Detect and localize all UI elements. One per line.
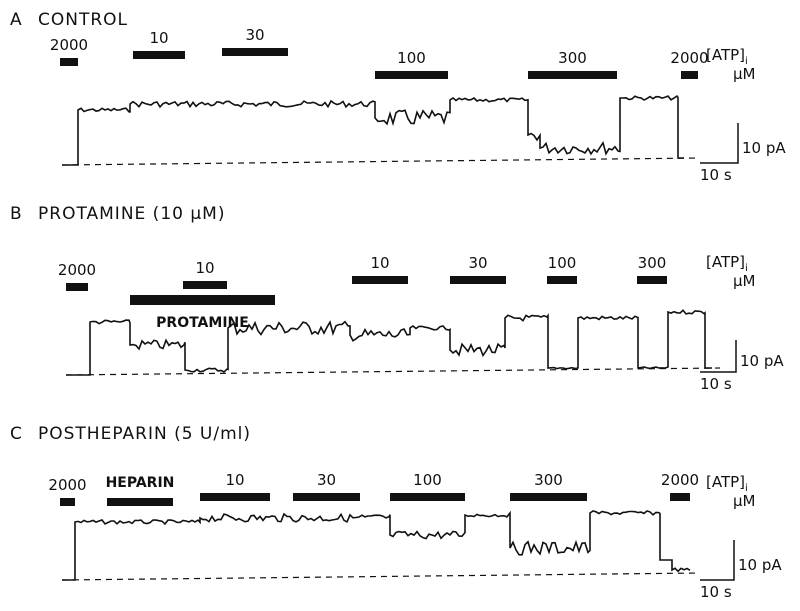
bar [375, 71, 448, 79]
bar [547, 276, 577, 284]
bar-label: 10 [225, 471, 244, 489]
conc-label: [ATP]i [706, 46, 748, 67]
bar [66, 283, 88, 291]
baseline [61, 157, 701, 166]
bar-label: 100 [413, 471, 442, 489]
conc: [ATP] [706, 473, 745, 491]
bar-label: 300 [558, 49, 587, 67]
conc: [ATP] [706, 46, 745, 64]
bar-label: 300 [638, 254, 667, 272]
bar [293, 493, 360, 501]
scale-bar [700, 340, 737, 373]
bar-label: 2000 [661, 471, 699, 489]
scale-current: 10 pA [738, 556, 782, 574]
drug-label: PROTAMINE [156, 315, 249, 331]
conc-unit: μM [733, 492, 756, 510]
bar-label: 2000 [58, 261, 96, 279]
bar-label: 30 [317, 471, 336, 489]
bar-label: 10 [370, 254, 389, 272]
panel-letter: C [10, 424, 23, 444]
conc-unit: μM [733, 272, 756, 290]
current-trace [62, 510, 691, 581]
bar-label: 2000 [48, 476, 86, 494]
scale-current: 10 pA [740, 352, 784, 370]
scale-time: 10 s [700, 166, 732, 184]
bar [133, 51, 185, 59]
bar-label: 10 [195, 259, 214, 277]
bar [390, 493, 465, 501]
bar-label: 2000 [670, 49, 708, 67]
conc-sub: i [745, 263, 748, 274]
bar-label: 100 [397, 49, 426, 67]
bar-label: 30 [245, 26, 264, 44]
panel-title: CONTROL [38, 10, 128, 30]
conc-sub: i [745, 56, 748, 67]
panel-letter: B [10, 204, 23, 224]
panel-title: PROTAMINE (10 μM) [38, 204, 225, 224]
bar-label: 10 [149, 29, 168, 47]
bar-label: 100 [548, 254, 577, 272]
baseline [65, 367, 721, 376]
bar-label: 300 [534, 471, 563, 489]
scale-time: 10 s [700, 583, 732, 601]
conc-sub: i [745, 483, 748, 494]
conc-label: [ATP]i [706, 473, 748, 494]
bar [510, 493, 587, 501]
scale-current: 10 pA [742, 139, 786, 157]
bar-label: 30 [468, 254, 487, 272]
bar [450, 276, 506, 284]
baseline [61, 572, 701, 581]
scale-time: 10 s [700, 375, 732, 393]
bar [637, 276, 667, 284]
bar [670, 493, 690, 501]
bar [681, 71, 698, 79]
bar-label: 2000 [50, 36, 88, 54]
scale-bar [700, 540, 735, 581]
scale-bar [700, 123, 739, 164]
bar [352, 276, 408, 284]
bar [183, 281, 227, 289]
panel-title: POSTHEPARIN (5 U/ml) [38, 424, 251, 444]
bar [60, 498, 75, 506]
current-trace [66, 309, 712, 376]
drug-label: HEPARIN [106, 475, 175, 491]
bar [60, 58, 78, 66]
drug-bar [130, 295, 275, 305]
bar [200, 493, 270, 501]
conc: [ATP] [706, 253, 745, 271]
current-trace [62, 94, 684, 166]
conc-label: [ATP]i [706, 253, 748, 274]
bar [107, 498, 173, 506]
bar [222, 48, 288, 56]
panel-letter: A [10, 10, 23, 30]
bar [528, 71, 617, 79]
conc-unit: μM [733, 65, 756, 83]
